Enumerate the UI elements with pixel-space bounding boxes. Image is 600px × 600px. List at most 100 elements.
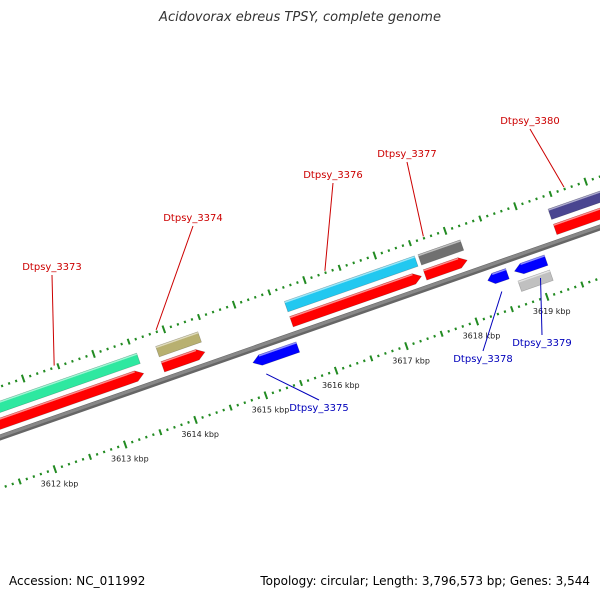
dtpsy-3375-leader-line: [266, 373, 320, 401]
bottom-tick: [215, 411, 218, 414]
top-tick: [352, 261, 356, 265]
top-tick: [394, 246, 398, 250]
bottom-tick: [426, 337, 429, 341]
bottom-tick: [433, 334, 436, 338]
top-tick: [387, 249, 391, 253]
dtpsy-3374-label: Dtpsy_3374: [163, 213, 223, 224]
bottom-tick: [95, 452, 99, 456]
dtpsy-3380-cds-arrow: [552, 206, 600, 236]
top-tick: [28, 374, 32, 378]
bottom-tick: [391, 349, 394, 353]
top-tick: [548, 190, 553, 198]
bottom-tick: [39, 472, 43, 476]
bottom-tick: [116, 445, 120, 449]
top-tick: [563, 187, 566, 191]
bottom-tick: [52, 465, 58, 474]
top-tick: [507, 207, 510, 211]
label-track: 3612 kbp 3613 kbp 3614 kbp 3615 kbp 3616 kbp…: [22, 116, 572, 488]
bottom-tick: [228, 404, 233, 411]
bottom-tick: [81, 457, 85, 461]
top-tick: [296, 281, 299, 285]
dtpsy-3377-gene-bar-shine: [417, 240, 461, 257]
dtpsy-3375-label: Dtpsy_3375: [289, 403, 349, 414]
bottom-tick: [531, 300, 535, 304]
accession-text: Accession: NC_011992: [9, 574, 146, 588]
grey-feature-block-shape: [517, 269, 554, 292]
dtpsy-3376-gene-bar-shine: [284, 256, 415, 304]
top-tick: [331, 268, 334, 272]
top-tick: [535, 197, 538, 201]
scale-label: 3615 kbp: [252, 406, 290, 415]
top-tick: [337, 264, 342, 271]
bottom-tick: [193, 415, 198, 425]
bottom-tick: [595, 278, 598, 282]
bottom-tick: [566, 288, 570, 291]
top-tick: [345, 263, 348, 267]
bottom-tick: [236, 403, 240, 407]
bottom-tick: [222, 408, 226, 412]
dtpsy-3378-leader-line: [482, 291, 503, 352]
top-tick: [231, 300, 237, 309]
top-tick: [0, 384, 4, 388]
bottom-tick: [559, 290, 563, 294]
dtpsy-3374-leader-line: [155, 225, 194, 331]
bottom-tick: [278, 388, 282, 392]
dtpsy-3375-gene-arrow-shine: [258, 342, 297, 357]
top-tick: [126, 338, 131, 345]
bottom-tick: [144, 435, 148, 439]
dtpsy-3374-cds-arrow-shine: [160, 349, 197, 364]
dtpsy-3373-gene-bar-shape: [0, 352, 141, 427]
top-tick: [429, 234, 433, 238]
bottom-tick: [271, 391, 275, 395]
dtpsy-3376-cds-arrow-shine: [289, 273, 413, 319]
bottom-tick: [327, 371, 331, 375]
bottom-tick: [412, 342, 415, 346]
bottom-tick: [461, 324, 465, 328]
dtpsy-3378-gene-arrow-shine: [491, 268, 507, 275]
dtpsy-3379-gene-arrow-shine: [520, 255, 545, 266]
top-tick: [471, 219, 475, 223]
top-tick-track: [0, 175, 600, 388]
bottom-tick: [384, 352, 387, 355]
bottom-tick: [60, 465, 64, 469]
bottom-tick: [208, 413, 211, 417]
bottom-tick: [404, 341, 409, 351]
bottom-tick: [313, 376, 317, 380]
top-tick: [401, 244, 405, 248]
scale-label: 3618 kbp: [463, 332, 501, 341]
top-tick: [56, 363, 61, 370]
bottom-tick: [454, 327, 458, 331]
bottom-tick: [263, 391, 269, 400]
dtpsy-3377-label: Dtpsy_3377: [377, 149, 437, 160]
dtpsy-3378-gene-arrow: [487, 268, 510, 285]
top-tick: [225, 305, 229, 309]
top-tick: [7, 381, 11, 385]
scale-label: 3613 kbp: [111, 455, 149, 464]
bottom-tick: [243, 401, 247, 405]
bottom-tick: [152, 433, 155, 437]
grey-feature-block: [517, 269, 554, 292]
top-tick: [267, 289, 272, 296]
bottom-tick: [201, 415, 204, 419]
top-tick: [521, 202, 524, 206]
dtpsy-3374-cds-arrow: [160, 349, 206, 373]
dtpsy-3377-gene-bar: [417, 239, 465, 266]
dtpsy-3373-cds-arrow: [0, 370, 145, 442]
bottom-tick: [496, 312, 500, 316]
bottom-tick: [468, 322, 472, 326]
bottom-tick: [122, 440, 128, 449]
top-tick: [492, 212, 496, 216]
dtpsy-3380-leader-line: [529, 128, 565, 188]
bottom-tick: [538, 297, 542, 301]
top-tick: [450, 226, 454, 230]
top-tick: [64, 362, 67, 366]
top-tick: [380, 251, 384, 255]
top-tick: [359, 258, 363, 262]
bottom-tick: [320, 374, 324, 378]
top-tick: [513, 202, 518, 211]
top-tick: [106, 347, 109, 351]
dtpsy-3376-cds-arrow: [289, 273, 422, 328]
bottom-tick: [187, 420, 190, 424]
dtpsy-3373-cds-arrow-shape: [0, 370, 145, 442]
